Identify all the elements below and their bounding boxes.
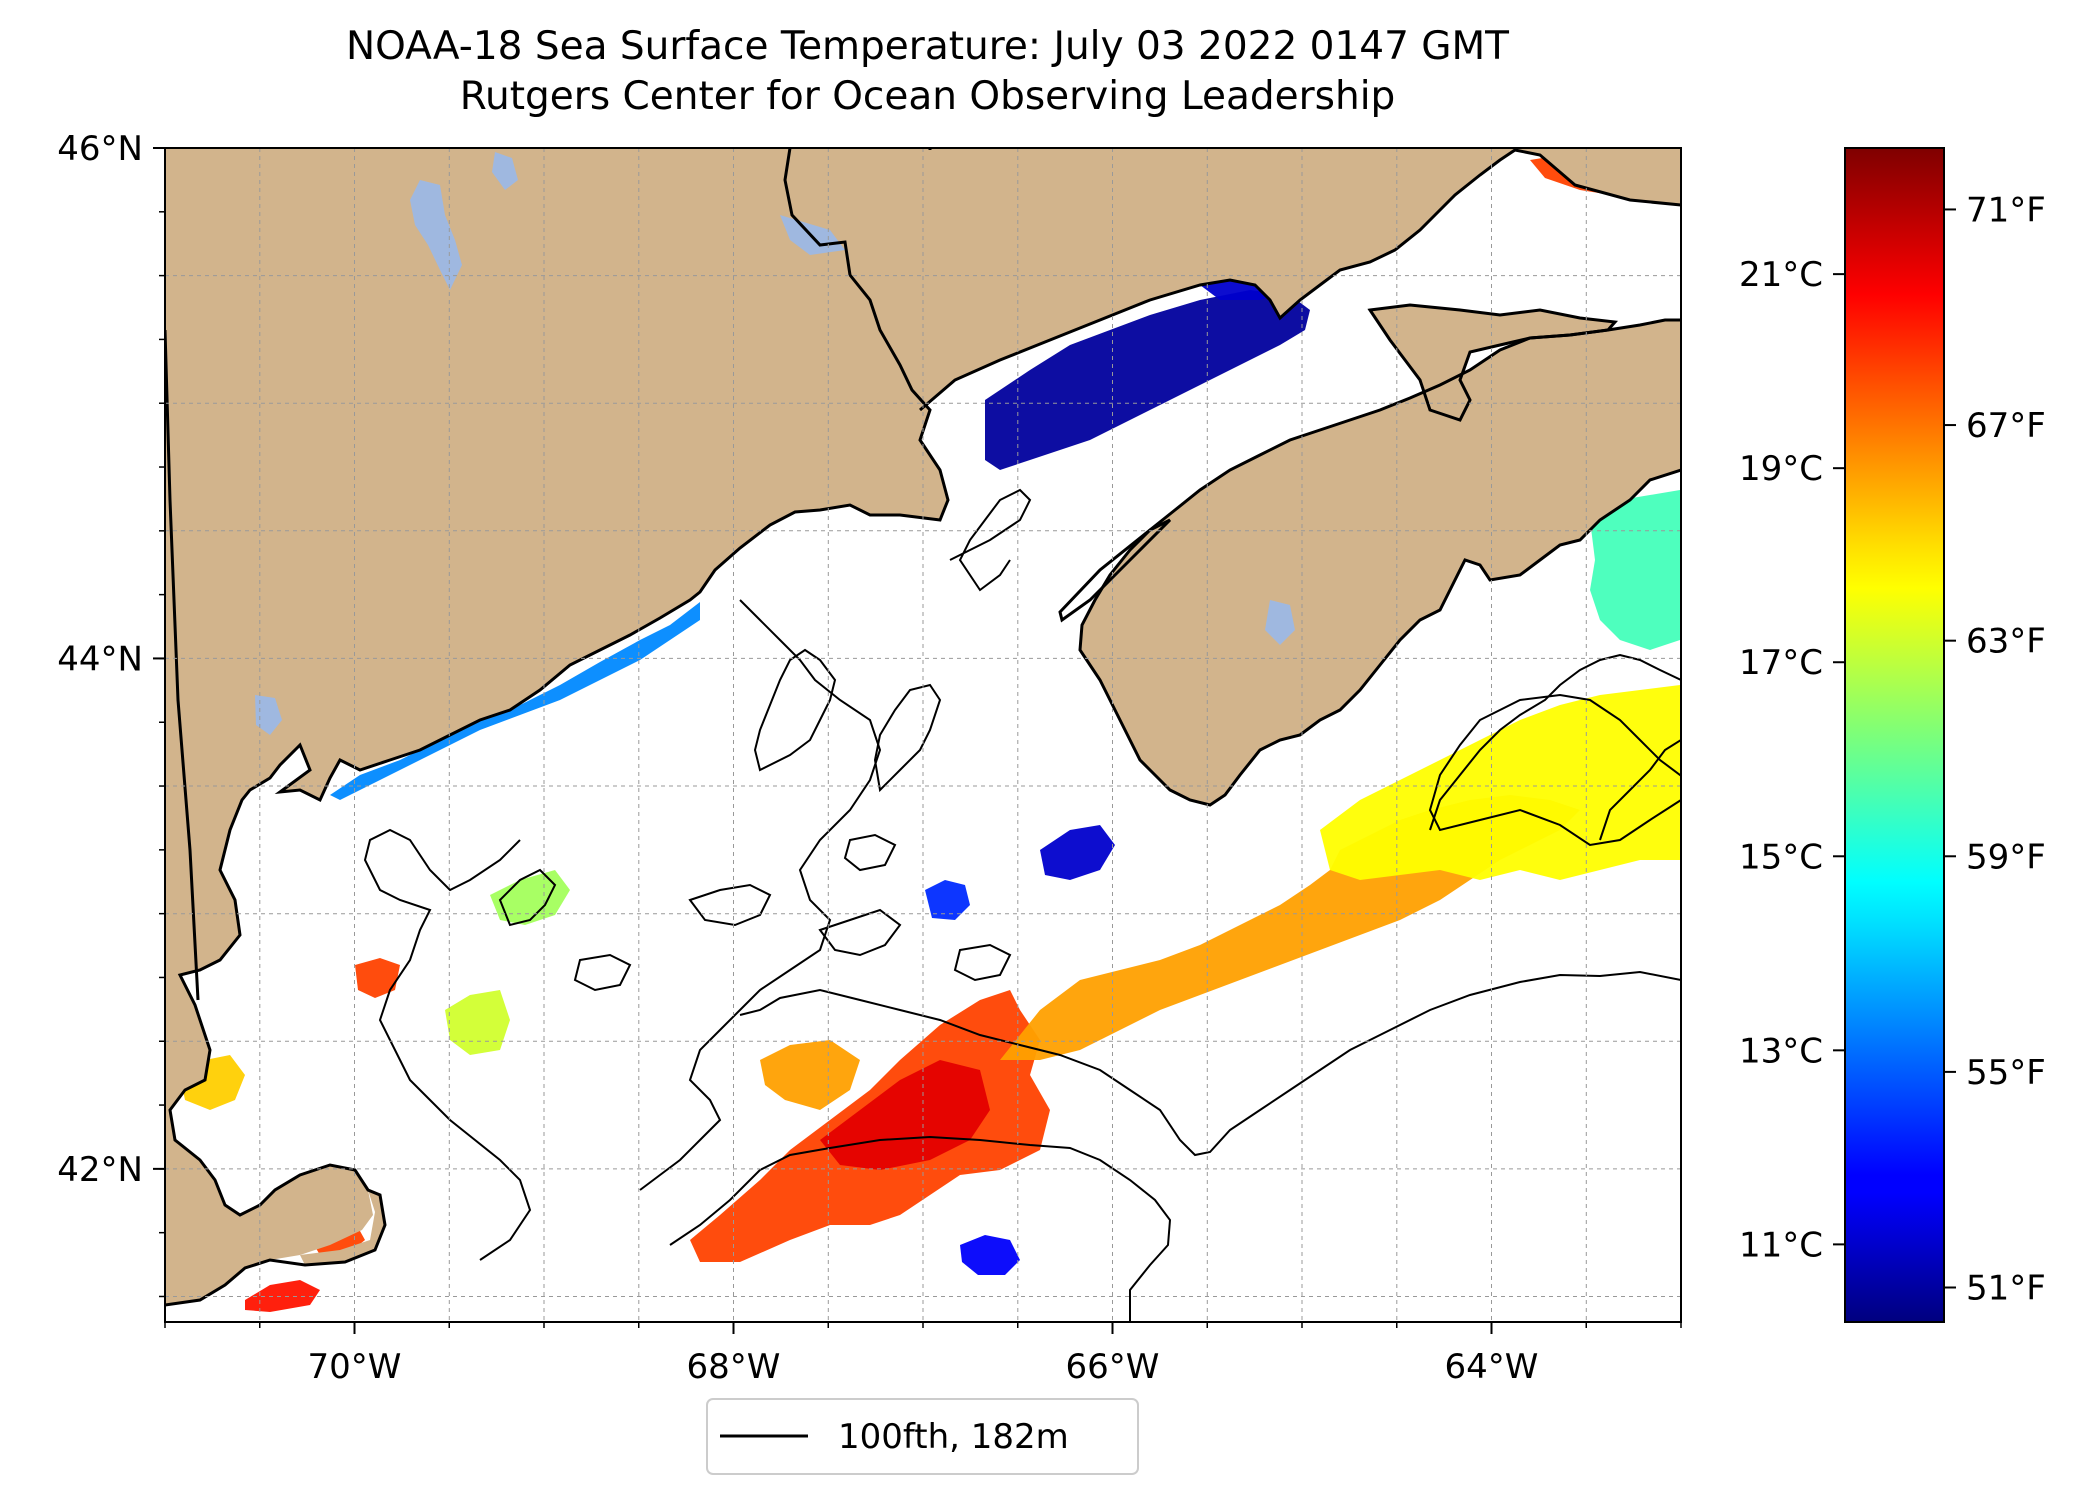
- fahrenheit-tick-label: 51°F: [1966, 1269, 2046, 1309]
- map-legend: 100fth, 182m: [706, 1398, 1139, 1475]
- isobath-ledge-2: [873, 683, 942, 793]
- lon-tick-label: 70°W: [308, 1347, 402, 1387]
- land-layer: [165, 148, 1681, 1305]
- sst-patch-cold-patch-66w: [1040, 825, 1115, 880]
- sst-patch-scotian-shelf-north: [1590, 490, 1680, 650]
- lon-tick-label: 64°W: [1445, 1347, 1539, 1387]
- isobath-emerald: [1428, 693, 1681, 847]
- gridlines: [165, 148, 1681, 1322]
- sst-patch-scotian-shelf-east: [1320, 685, 1680, 880]
- isobath-ledge-6: [573, 953, 632, 992]
- sst-patch-georges-bank-west: [760, 1040, 860, 1110]
- celsius-tick-label: 17°C: [1739, 643, 1823, 683]
- sst-patch-nantucket-sound: [245, 1280, 320, 1312]
- colorbar-frame: [1844, 147, 1945, 1323]
- lake-rossignol: [1265, 600, 1295, 645]
- sst-patch-slope-warm: [355, 958, 400, 998]
- figure-title: NOAA-18 Sea Surface Temperature: July 03…: [0, 22, 1855, 122]
- land-cape-cod: [300, 1190, 385, 1265]
- fahrenheit-tick-label: 59°F: [1966, 837, 2046, 877]
- legend-box: [706, 1398, 1139, 1475]
- sst-patch-gulf-of-maine-west: [445, 990, 510, 1055]
- map-area: [165, 148, 1681, 1322]
- celsius-tick-label: 13°C: [1739, 1031, 1823, 1071]
- land-nova-scotia: [1080, 320, 1681, 805]
- lon-tick-label: 68°W: [687, 1347, 781, 1387]
- isobath-ledge-4: [688, 883, 772, 927]
- lat-tick-label: 46°N: [57, 129, 143, 169]
- title-line-1: NOAA-18 Sea Surface Temperature: July 03…: [345, 24, 1509, 69]
- coastline-new-england: [165, 148, 950, 1307]
- fahrenheit-tick-label: 67°F: [1966, 406, 2046, 446]
- sst-patch-cold-georges-south: [960, 1235, 1020, 1275]
- coastline-grand-manan: [1058, 518, 1172, 623]
- isobath-scotian-slope: [1429, 653, 1681, 831]
- isobath-ledge-7: [953, 943, 1012, 982]
- isobath-jordan-basin: [949, 488, 1032, 592]
- celsius-tick-label: 11°C: [1739, 1225, 1823, 1265]
- isobath-ledge-5: [818, 908, 902, 957]
- isobath-100fth-layer: [363, 488, 1681, 1322]
- isobath-georges-bank: [669, 1135, 1172, 1322]
- isobath-ledge-3: [498, 868, 557, 927]
- isobath-gulf-basin: [639, 599, 882, 1191]
- sst-patch-cold-patch-67w: [925, 880, 970, 920]
- lake-north-maine: [492, 152, 518, 190]
- isobath-ledge-8: [843, 833, 897, 872]
- isobath-west: [363, 828, 532, 1261]
- fahrenheit-tick-label: 63°F: [1966, 622, 2046, 662]
- legend-label: 100fth, 182m: [838, 1417, 1069, 1457]
- coastline-nova-scotia: [1078, 318, 1681, 807]
- colorbar-ticks: 11°C 13°C 15°C 17°C 19°C 21°C 51°F 55°F 59°F 63°F…: [1739, 190, 2046, 1308]
- map-axis-ticks: 70°W 68°W 66°W 64°W 46°N 44°N 42°N: [57, 129, 1682, 1387]
- land-new-england: [165, 148, 948, 1305]
- fahrenheit-tick-label: 55°F: [1966, 1053, 2046, 1093]
- isobath-ledge-1: [753, 648, 837, 772]
- land-canada-north: [785, 148, 1681, 410]
- isobath-scotian-inner: [1599, 739, 1681, 841]
- celsius-tick-label: 19°C: [1739, 449, 1823, 489]
- celsius-tick-label: 21°C: [1739, 255, 1823, 295]
- sst-patch-bay-of-fundy: [985, 290, 1310, 470]
- isobath-georges-south: [739, 970, 1681, 1157]
- lat-tick-label: 44°N: [57, 639, 143, 679]
- border-line: [165, 329, 200, 1001]
- fahrenheit-tick-label: 71°F: [1966, 190, 2046, 230]
- colorbar-gradient: [1845, 148, 1944, 1322]
- lat-tick-label: 42°N: [57, 1150, 143, 1190]
- coastline-minas: [1367, 303, 1619, 422]
- celsius-tick-label: 15°C: [1739, 837, 1823, 877]
- lon-tick-label: 66°W: [1066, 1347, 1160, 1387]
- lake-sebago: [255, 695, 282, 735]
- title-line-2: Rutgers Center for Ocean Observing Leade…: [459, 74, 1396, 119]
- sst-patch-gulf-of-maine-central: [490, 870, 570, 925]
- sst-patch-maine-coast: [330, 602, 700, 800]
